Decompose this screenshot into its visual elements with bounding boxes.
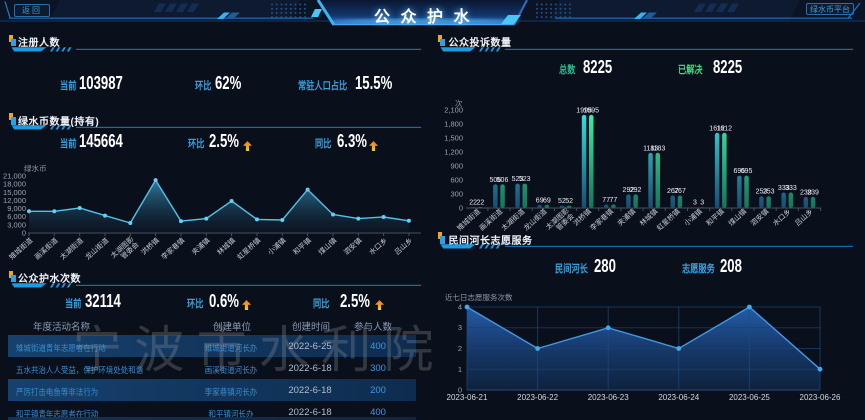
svg-text:77: 77	[610, 197, 618, 204]
svg-text:333: 333	[778, 185, 790, 192]
svg-text:2023-06-24: 2023-06-24	[658, 393, 699, 402]
svg-text:506: 506	[497, 177, 509, 184]
svg-text:3: 3	[700, 200, 704, 207]
svg-text:1183: 1183	[650, 145, 665, 152]
svg-text:泗安镇: 泗安镇	[749, 207, 771, 228]
svg-text:1,800: 1,800	[444, 120, 463, 129]
svg-text:333: 333	[785, 185, 797, 192]
svg-text:3: 3	[693, 200, 697, 207]
svg-text:1,200: 1,200	[444, 148, 463, 157]
svg-text:695: 695	[741, 168, 753, 175]
svg-text:52: 52	[558, 198, 566, 205]
svg-text:292: 292	[630, 187, 642, 194]
svg-text:1: 1	[458, 365, 462, 374]
svg-text:3: 3	[458, 323, 462, 332]
svg-text:和平镇: 和平镇	[291, 236, 313, 257]
svg-text:小浦镇: 小浦镇	[266, 236, 288, 257]
svg-text:煤山镇: 煤山镇	[317, 236, 339, 257]
svg-text:2023-06-23: 2023-06-23	[588, 393, 629, 402]
svg-text:水口乡: 水口乡	[771, 207, 793, 228]
svg-text:0: 0	[458, 386, 462, 395]
svg-text:267: 267	[674, 188, 686, 195]
svg-text:695: 695	[733, 168, 745, 175]
svg-text:1612: 1612	[717, 125, 733, 132]
svg-text:18,000: 18,000	[3, 180, 26, 189]
svg-text:李家巷镇: 李家巷镇	[159, 236, 186, 262]
svg-text:画溪街道: 画溪街道	[33, 236, 60, 262]
svg-text:2,100: 2,100	[444, 106, 463, 115]
svg-text:600: 600	[450, 176, 463, 185]
svg-text:900: 900	[450, 162, 463, 171]
svg-text:太湖图影管委会: 太湖图影管委会	[544, 206, 576, 234]
svg-text:292: 292	[623, 187, 635, 194]
svg-text:林城镇: 林城镇	[215, 236, 237, 257]
svg-text:22: 22	[477, 200, 485, 207]
svg-text:煤山镇: 煤山镇	[726, 207, 748, 228]
svg-text:龙山街道: 龙山街道	[83, 236, 110, 262]
svg-text:253: 253	[756, 189, 768, 196]
svg-text:太湖图影管委会: 太湖图影管委会	[109, 234, 141, 265]
svg-text:2023-06-25: 2023-06-25	[729, 393, 770, 402]
svg-text:夹浦镇: 夹浦镇	[190, 236, 212, 257]
svg-text:2: 2	[458, 344, 462, 353]
svg-text:1,500: 1,500	[444, 134, 463, 143]
svg-text:300: 300	[450, 190, 463, 199]
svg-text:523: 523	[512, 176, 524, 183]
svg-text:雉城街道: 雉城街道	[7, 236, 34, 262]
svg-text:绿水币: 绿水币	[24, 163, 47, 173]
svg-text:22: 22	[469, 200, 477, 207]
svg-text:4: 4	[458, 303, 462, 312]
svg-text:3,000: 3,000	[7, 220, 26, 229]
svg-text:239: 239	[800, 189, 812, 196]
svg-text:水口乡: 水口乡	[367, 236, 389, 257]
svg-text:和平镇: 和平镇	[704, 207, 726, 228]
svg-text:253: 253	[763, 189, 775, 196]
svg-text:太湖街道: 太湖街道	[58, 236, 85, 262]
svg-text:虹星桥镇: 虹星桥镇	[235, 236, 262, 262]
svg-text:虹星桥镇: 虹星桥镇	[655, 207, 682, 233]
svg-text:李家巷镇: 李家巷镇	[588, 207, 615, 233]
svg-text:21,000: 21,000	[3, 172, 26, 181]
svg-text:6,000: 6,000	[7, 212, 26, 221]
svg-text:小浦镇: 小浦镇	[682, 207, 704, 228]
svg-text:泗安镇: 泗安镇	[342, 236, 364, 257]
svg-text:龙山街道: 龙山街道	[522, 207, 549, 233]
svg-text:267: 267	[667, 188, 679, 195]
svg-text:1995: 1995	[576, 107, 592, 114]
svg-text:夹浦镇: 夹浦镇	[616, 207, 638, 228]
svg-text:1612: 1612	[709, 125, 725, 132]
svg-text:画溪街道: 画溪街道	[477, 207, 504, 233]
svg-text:吕山乡: 吕山乡	[793, 207, 815, 228]
svg-text:2023-06-26: 2023-06-26	[800, 393, 841, 402]
svg-text:洪桥镇: 洪桥镇	[139, 236, 161, 257]
svg-text:239: 239	[807, 189, 819, 196]
svg-text:0: 0	[22, 229, 26, 238]
svg-text:69: 69	[536, 197, 544, 204]
svg-text:12,000: 12,000	[3, 196, 26, 205]
svg-text:15,000: 15,000	[3, 188, 26, 197]
svg-text:0: 0	[459, 204, 463, 213]
svg-text:吕山乡: 吕山乡	[392, 236, 414, 257]
svg-text:1995: 1995	[583, 107, 599, 114]
svg-text:506: 506	[489, 177, 501, 184]
svg-text:2023-06-22: 2023-06-22	[517, 393, 558, 402]
svg-text:2023-06-21: 2023-06-21	[447, 393, 488, 402]
svg-text:近七日志愿服务次数: 近七日志愿服务次数	[445, 292, 513, 302]
svg-text:9,000: 9,000	[7, 204, 26, 213]
svg-text:1183: 1183	[643, 145, 658, 152]
svg-text:523: 523	[519, 176, 531, 183]
svg-text:次: 次	[455, 98, 463, 108]
svg-text:77: 77	[602, 197, 610, 204]
svg-text:52: 52	[565, 198, 573, 205]
svg-text:太湖街道: 太湖街道	[499, 207, 526, 233]
svg-text:69: 69	[543, 197, 551, 204]
